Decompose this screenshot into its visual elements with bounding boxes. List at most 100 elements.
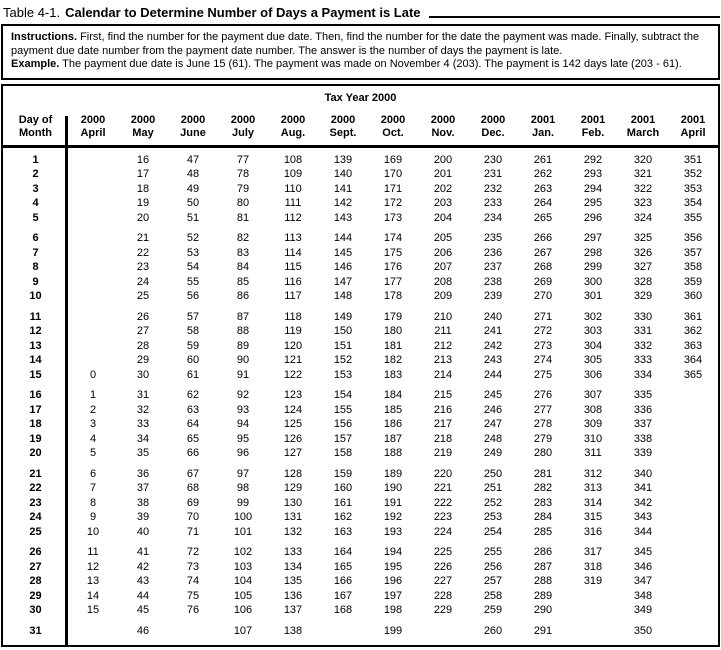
value-cell: 355 bbox=[683, 211, 703, 224]
value-cell: 91 bbox=[236, 368, 250, 381]
table-title-prefix: Table 4-1. bbox=[3, 5, 61, 20]
value-cell: 22 bbox=[136, 246, 150, 259]
value-cell: 314 bbox=[583, 496, 603, 509]
value-cell: 341 bbox=[633, 482, 653, 495]
value-cell: 229 bbox=[433, 604, 453, 617]
value-cell: 358 bbox=[683, 261, 703, 274]
day-cell: 8 bbox=[32, 261, 39, 274]
column-header-year: 2000 bbox=[480, 113, 506, 126]
value-cell: 326 bbox=[633, 246, 653, 259]
value-cell: 218 bbox=[433, 432, 453, 445]
value-cell: 323 bbox=[633, 197, 653, 210]
value-cell: 87 bbox=[236, 310, 250, 323]
column-header-year: 2001 bbox=[530, 113, 556, 126]
value-cell: 178 bbox=[383, 290, 403, 303]
column-header: 2000 June bbox=[168, 114, 218, 140]
value-cell: 198 bbox=[383, 604, 403, 617]
value-cell: 215 bbox=[433, 389, 453, 402]
value-cell: 21 bbox=[136, 232, 150, 245]
value-cell: 299 bbox=[583, 261, 603, 274]
value-cell: 76 bbox=[186, 604, 200, 617]
value-cell: 188 bbox=[383, 447, 403, 460]
value-cell: 106 bbox=[233, 604, 253, 617]
value-cell: 225 bbox=[433, 546, 453, 559]
day-cell: 9 bbox=[32, 275, 39, 288]
value-cell: 309 bbox=[583, 418, 603, 431]
value-cell: 142 bbox=[333, 197, 353, 210]
day-cell: 28 bbox=[29, 575, 42, 588]
value-cell: 179 bbox=[383, 310, 403, 323]
value-cell: 286 bbox=[533, 546, 553, 559]
column-header: 2000 April bbox=[68, 114, 118, 140]
value-cell: 119 bbox=[284, 325, 302, 338]
value-cell: 163 bbox=[333, 525, 353, 538]
value-cell: 129 bbox=[283, 482, 303, 495]
day-cell: 19 bbox=[29, 432, 42, 445]
value-cell: 337 bbox=[633, 418, 653, 431]
value-cell: 301 bbox=[583, 290, 603, 303]
value-cell: 239 bbox=[483, 290, 503, 303]
table-title-main: Calendar to Determine Number of Days a P… bbox=[65, 5, 421, 20]
value-cell: 340 bbox=[633, 467, 653, 480]
column-header-year: 2001 bbox=[630, 113, 656, 126]
value-cell: 227 bbox=[433, 575, 453, 588]
value-cell: 306 bbox=[583, 368, 603, 381]
table-row: 12 27 58 88 119 150 180 211 241 272 303 331 362 bbox=[3, 324, 718, 339]
value-cell: 105 bbox=[233, 589, 253, 602]
value-cell: 293 bbox=[583, 168, 603, 181]
column-header: 2000 Sept. bbox=[318, 114, 368, 140]
value-cell: 233 bbox=[483, 197, 503, 210]
value-cell: 241 bbox=[483, 325, 503, 338]
value-cell: 359 bbox=[683, 275, 703, 288]
value-cell: 70 bbox=[186, 511, 200, 524]
value-cell: 31 bbox=[136, 389, 150, 402]
value-cell: 127 bbox=[283, 447, 303, 460]
table-row: 14 29 60 90 121 152 182 213 243 274 305 333 364 bbox=[3, 353, 718, 368]
day-cell: 27 bbox=[29, 560, 42, 573]
value-cell: 333 bbox=[633, 354, 653, 367]
column-header-year: 2000 bbox=[280, 113, 306, 126]
value-cell: 145 bbox=[333, 246, 353, 259]
value-cell: 6 bbox=[89, 467, 97, 480]
value-cell: 249 bbox=[483, 447, 503, 460]
value-cell: 65 bbox=[186, 432, 200, 445]
value-cell: 80 bbox=[236, 197, 250, 210]
table-row: 28 13 43 74 104 135 166 196 227 257 288 319 347 bbox=[3, 574, 718, 589]
table-row: 30 15 45 76 106 137 168 198 229 259 290 349 bbox=[3, 603, 718, 618]
value-cell: 152 bbox=[333, 354, 353, 367]
value-cell: 54 bbox=[186, 261, 200, 274]
value-cell: 150 bbox=[333, 325, 353, 338]
day-cell: 6 bbox=[32, 232, 39, 245]
value-cell: 183 bbox=[383, 368, 403, 381]
value-cell: 254 bbox=[483, 525, 503, 538]
value-cell: 110 bbox=[284, 182, 302, 195]
value-cell: 39 bbox=[136, 511, 150, 524]
table-row: 27 12 42 73 103 134 165 195 226 256 287 318 346 bbox=[3, 560, 718, 575]
value-cell: 52 bbox=[186, 232, 200, 245]
value-cell: 242 bbox=[483, 339, 503, 352]
column-header-year: 2000 bbox=[230, 113, 256, 126]
value-cell: 102 bbox=[233, 546, 253, 559]
value-cell: 211 bbox=[434, 325, 452, 338]
value-cell: 20 bbox=[136, 211, 150, 224]
value-cell: 304 bbox=[583, 339, 603, 352]
value-cell: 308 bbox=[583, 403, 603, 416]
value-cell: 280 bbox=[533, 447, 553, 460]
value-cell: 53 bbox=[186, 246, 200, 259]
value-cell: 144 bbox=[333, 232, 353, 245]
value-cell: 257 bbox=[483, 575, 503, 588]
value-cell: 329 bbox=[633, 290, 653, 303]
value-cell: 318 bbox=[583, 560, 603, 573]
value-cell: 43 bbox=[136, 575, 150, 588]
value-cell: 334 bbox=[633, 368, 653, 381]
day-cell: 18 bbox=[29, 418, 42, 431]
value-cell: 92 bbox=[236, 389, 250, 402]
column-header-month: July bbox=[231, 126, 254, 139]
value-cell: 24 bbox=[136, 275, 150, 288]
value-cell: 182 bbox=[383, 354, 403, 367]
day-cell: 21 bbox=[29, 467, 42, 480]
value-cell: 169 bbox=[383, 153, 403, 166]
value-cell: 17 bbox=[136, 168, 150, 181]
value-cell: 220 bbox=[433, 467, 453, 480]
value-cell: 8 bbox=[89, 496, 97, 509]
